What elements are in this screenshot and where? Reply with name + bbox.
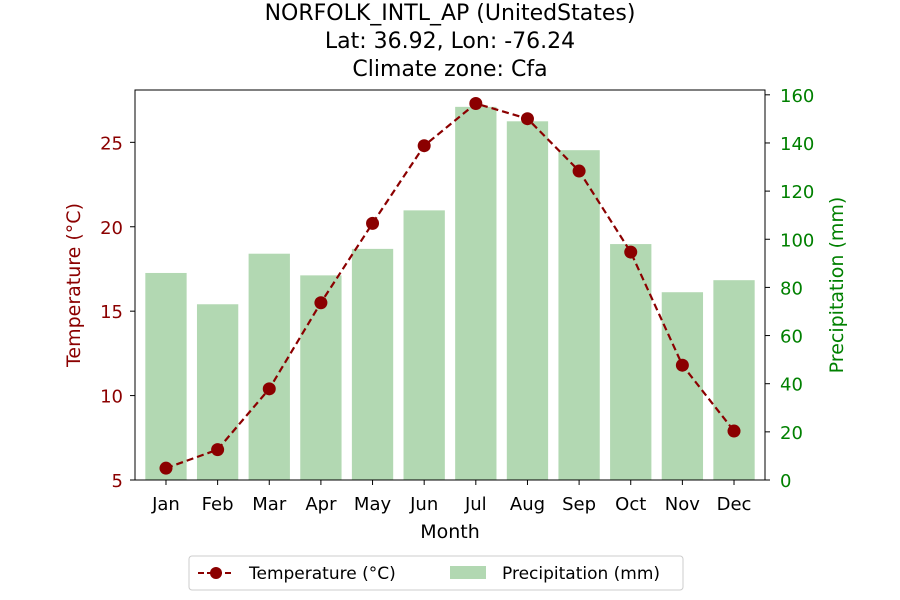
y-right-tick-label: 0 [780, 471, 791, 492]
precipitation-bar [145, 272, 187, 480]
x-tick-label: Mar [252, 494, 287, 515]
y-axis-left: 5 10 15 20 25 [100, 133, 135, 492]
y-axis-right: 0 20 40 60 80 100 120 140 160 [765, 86, 814, 492]
x-tick-label: Nov [665, 494, 700, 515]
precipitation-bar [713, 280, 755, 480]
chart-title: NORFOLK_INTL_AP (UnitedStates) Lat: 36.92… [265, 1, 636, 82]
y-right-tick-label: 60 [780, 327, 803, 348]
temperature-point [366, 216, 380, 230]
x-tick-label: Sep [562, 494, 596, 515]
y-axis-right-label: Precipitation (mm) [826, 197, 848, 374]
y-right-tick-label: 20 [780, 423, 803, 444]
y-right-tick-label: 120 [780, 182, 814, 203]
precipitation-bar [300, 275, 342, 480]
temperature-point [159, 461, 173, 475]
precipitation-bar [506, 121, 549, 480]
temperature-line-path [165, 102, 735, 470]
x-tick-label: May [354, 494, 392, 515]
precipitation-bar [351, 248, 394, 480]
y-left-tick-label: 25 [100, 133, 123, 154]
temperature-point [262, 382, 276, 396]
x-axis-label: Month [420, 521, 480, 543]
x-tick-label: Jun [409, 494, 438, 515]
temperature-line [159, 97, 741, 475]
temperature-point [314, 296, 328, 310]
legend-precipitation-label: Precipitation (mm) [502, 564, 660, 584]
precipitation-bar [610, 244, 652, 480]
temperature-point [572, 164, 586, 178]
y-left-tick-label: 10 [100, 387, 123, 408]
y-left-tick-label: 15 [100, 302, 123, 323]
y-right-tick-label: 100 [780, 230, 814, 251]
x-tick-label: Dec [717, 494, 752, 515]
chart-title-line: Climate zone: Cfa [352, 57, 547, 82]
temperature-point [469, 97, 483, 111]
temperature-point [211, 443, 225, 457]
x-tick-label: Apr [305, 494, 337, 515]
x-tick-label: Jan [151, 494, 180, 515]
precipitation-bars [145, 106, 755, 481]
x-tick-label: Aug [510, 494, 545, 515]
x-axis: Jan Feb Mar Apr May Jun Jul Aug Sep Oct Nov Dec [151, 480, 751, 515]
legend: Temperature (°C) Precipitation (mm) [188, 555, 684, 591]
y-right-tick-label: 140 [780, 134, 814, 155]
legend-temperature-label: Temperature (°C) [248, 564, 396, 584]
chart-title-line: NORFOLK_INTL_AP (UnitedStates) [265, 1, 636, 26]
temperature-point [624, 245, 638, 259]
precipitation-bar [455, 106, 497, 480]
x-tick-label: Jul [464, 494, 487, 515]
legend-precipitation-swatch [450, 566, 486, 579]
x-tick-label: Oct [615, 494, 646, 515]
x-tick-label: Feb [202, 494, 234, 515]
chart-title-line: Lat: 36.92, Lon: -76.24 [325, 29, 575, 54]
precipitation-bar [661, 292, 704, 480]
y-left-tick-label: 5 [112, 471, 123, 492]
y-left-tick-label: 20 [100, 218, 123, 239]
y-right-tick-label: 40 [780, 375, 803, 396]
legend-temperature-marker [210, 567, 222, 579]
y-right-tick-label: 80 [780, 278, 803, 299]
temperature-point [675, 358, 689, 372]
temperature-point [417, 139, 431, 153]
precipitation-bar [403, 210, 445, 481]
precipitation-bar [558, 150, 600, 480]
legend-box [188, 555, 684, 591]
plot-frame [134, 89, 766, 481]
y-right-tick-label: 160 [780, 86, 814, 107]
temperature-point [727, 424, 741, 438]
temperature-point [520, 112, 534, 126]
y-axis-left-label: Temperature (°C) [63, 203, 85, 368]
